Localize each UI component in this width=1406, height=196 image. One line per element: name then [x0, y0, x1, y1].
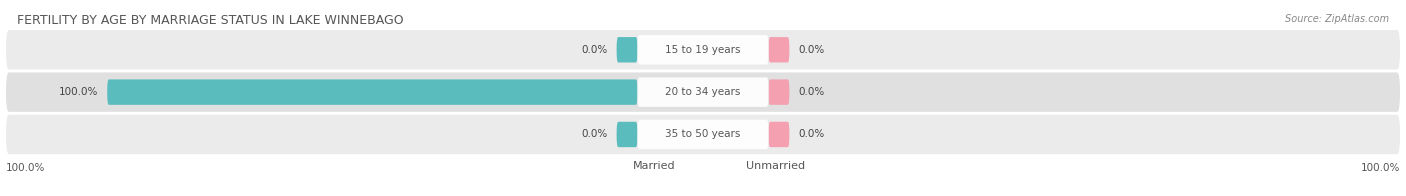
Text: Source: ZipAtlas.com: Source: ZipAtlas.com [1285, 14, 1389, 24]
Text: Married: Married [633, 161, 675, 171]
FancyBboxPatch shape [721, 163, 738, 170]
FancyBboxPatch shape [637, 35, 769, 64]
FancyBboxPatch shape [6, 73, 1400, 112]
Text: 15 to 19 years: 15 to 19 years [665, 45, 741, 55]
FancyBboxPatch shape [637, 77, 769, 107]
Text: 20 to 34 years: 20 to 34 years [665, 87, 741, 97]
Text: 0.0%: 0.0% [582, 45, 607, 55]
Text: 100.0%: 100.0% [6, 163, 45, 173]
FancyBboxPatch shape [769, 37, 789, 63]
Text: 100.0%: 100.0% [1361, 163, 1400, 173]
FancyBboxPatch shape [769, 122, 789, 147]
FancyBboxPatch shape [637, 120, 769, 149]
Text: 0.0%: 0.0% [799, 45, 824, 55]
FancyBboxPatch shape [769, 79, 789, 105]
Text: 35 to 50 years: 35 to 50 years [665, 130, 741, 140]
FancyBboxPatch shape [107, 79, 637, 105]
Text: 0.0%: 0.0% [799, 87, 824, 97]
FancyBboxPatch shape [617, 37, 637, 63]
FancyBboxPatch shape [6, 30, 1400, 69]
Text: 0.0%: 0.0% [799, 130, 824, 140]
Text: FERTILITY BY AGE BY MARRIAGE STATUS IN LAKE WINNEBAGO: FERTILITY BY AGE BY MARRIAGE STATUS IN L… [17, 14, 404, 27]
FancyBboxPatch shape [6, 115, 1400, 154]
Text: Unmarried: Unmarried [747, 161, 806, 171]
FancyBboxPatch shape [617, 122, 637, 147]
FancyBboxPatch shape [607, 163, 626, 170]
Text: 100.0%: 100.0% [59, 87, 98, 97]
Text: 0.0%: 0.0% [582, 130, 607, 140]
